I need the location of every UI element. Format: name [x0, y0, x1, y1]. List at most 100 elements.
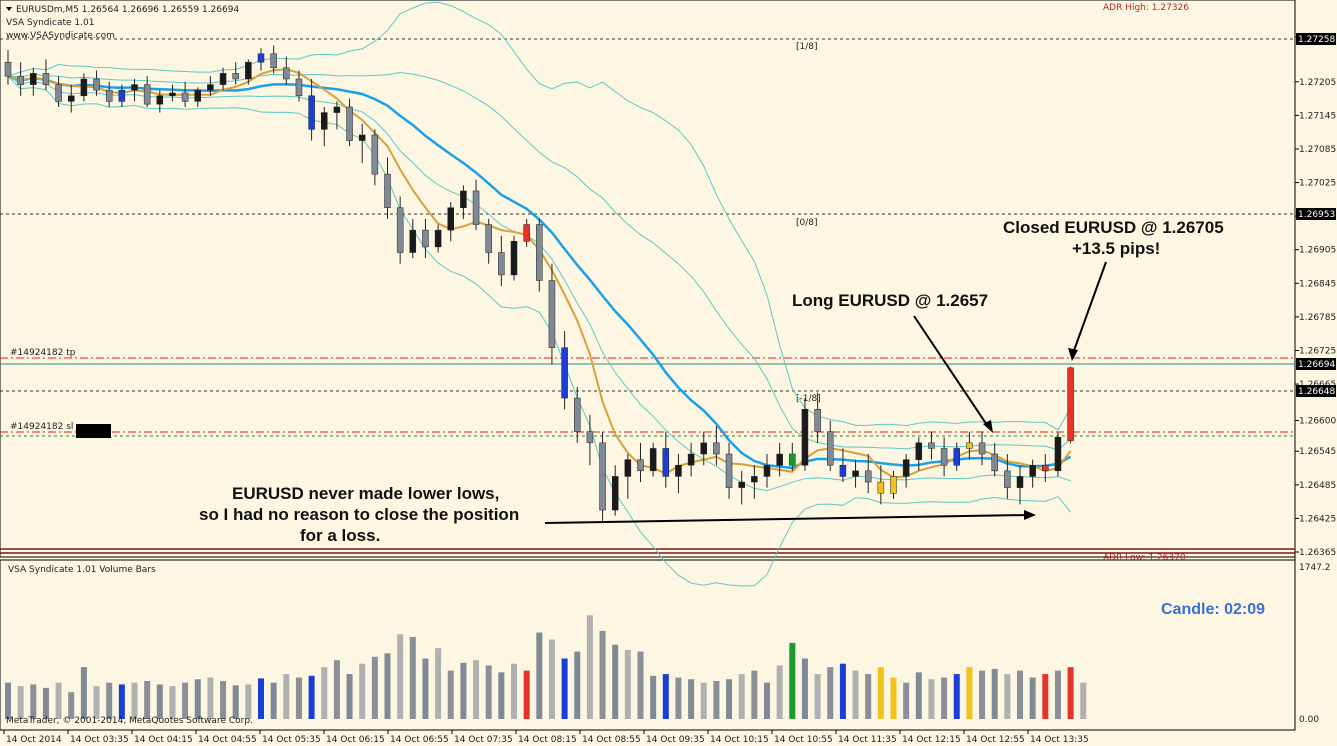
candle-body[interactable]: [485, 224, 492, 253]
volume-bars: [5, 615, 1087, 719]
candle-body[interactable]: [245, 61, 252, 80]
candle-body[interactable]: [725, 453, 733, 488]
candle-body[interactable]: [460, 190, 467, 208]
candle-body[interactable]: [991, 453, 998, 472]
candle-body[interactable]: [751, 476, 758, 483]
candle-body[interactable]: [409, 229, 417, 253]
candle-body[interactable]: [649, 448, 657, 472]
candle-body[interactable]: [131, 84, 138, 91]
candle-body[interactable]: [422, 229, 429, 248]
candle-body[interactable]: [789, 453, 796, 466]
candle-body[interactable]: [219, 73, 227, 85]
candle-body[interactable]: [548, 280, 556, 348]
volume-bar: [523, 670, 530, 719]
candle-body[interactable]: [1016, 476, 1024, 488]
candle-body[interactable]: [966, 442, 973, 449]
candle-body[interactable]: [156, 95, 164, 105]
candle-body[interactable]: [498, 252, 505, 276]
candle-body[interactable]: [801, 409, 809, 466]
candle-body[interactable]: [978, 442, 986, 455]
candle-body[interactable]: [561, 347, 568, 399]
candle-body[interactable]: [105, 89, 113, 102]
volume-bar: [852, 670, 859, 719]
volume-bar: [903, 682, 910, 719]
take-profit-label: #14924182 tp: [10, 348, 76, 358]
candle-body[interactable]: [624, 459, 632, 477]
candle-body[interactable]: [80, 78, 88, 97]
candle-body[interactable]: [169, 92, 176, 97]
candle-body[interactable]: [55, 84, 62, 102]
dropdown-arrow-icon[interactable]: [6, 7, 12, 11]
candle-body[interactable]: [510, 241, 518, 276]
candle-body[interactable]: [523, 224, 530, 242]
chart-header: EURUSDm,M5 1.26564 1.26696 1.26559 1.266…: [6, 3, 1189, 41]
candle-body[interactable]: [42, 73, 50, 85]
candle-body[interactable]: [295, 78, 303, 97]
candle-body[interactable]: [333, 106, 341, 113]
candle-body[interactable]: [675, 464, 682, 477]
candle-body[interactable]: [270, 53, 277, 69]
candle-body[interactable]: [321, 112, 328, 130]
candle-body[interactable]: [1029, 464, 1036, 477]
candlesticks[interactable]: [4, 45, 1074, 522]
candle-body[interactable]: [30, 73, 37, 85]
price-label: 1.27205: [1299, 78, 1336, 88]
candle-body[interactable]: [346, 106, 353, 141]
candle-body[interactable]: [68, 95, 75, 102]
candle-body[interactable]: [928, 442, 935, 449]
candle-body[interactable]: [434, 229, 442, 248]
candle-body[interactable]: [852, 470, 859, 477]
indicator-site: www.VSASyndicate.com: [6, 31, 115, 41]
candle-body[interactable]: [662, 448, 670, 477]
candle-body[interactable]: [118, 89, 126, 102]
candle-body[interactable]: [763, 464, 771, 477]
candle-body[interactable]: [890, 476, 897, 494]
candle-body[interactable]: [738, 481, 745, 488]
candle-body[interactable]: [687, 453, 695, 466]
candle-body[interactable]: [953, 448, 960, 466]
candle-body[interactable]: [599, 442, 606, 511]
candle-body[interactable]: [207, 84, 214, 91]
candle-body[interactable]: [257, 53, 265, 63]
candle-body[interactable]: [181, 92, 189, 102]
candle-body[interactable]: [396, 207, 404, 253]
candle-body[interactable]: [1054, 436, 1062, 472]
candle-body[interactable]: [902, 459, 910, 477]
candle-body[interactable]: [864, 470, 872, 483]
candle-body[interactable]: [574, 397, 581, 432]
candle-body[interactable]: [232, 73, 239, 80]
candle-body[interactable]: [371, 134, 379, 175]
candle-body[interactable]: [940, 448, 948, 466]
volume-panel[interactable]: [0, 559, 1296, 731]
volume-bar: [624, 649, 631, 719]
candle-body[interactable]: [713, 442, 720, 455]
candle-body[interactable]: [358, 134, 366, 141]
candle-body[interactable]: [877, 481, 885, 494]
candle-body[interactable]: [1067, 367, 1074, 441]
candle-body[interactable]: [827, 431, 834, 466]
candle-body[interactable]: [447, 207, 454, 231]
candle-body[interactable]: [536, 224, 543, 281]
candle-body[interactable]: [1004, 470, 1011, 488]
candle-body[interactable]: [839, 464, 847, 477]
candle-body[interactable]: [17, 75, 24, 85]
candle-body[interactable]: [700, 442, 707, 455]
candle-body[interactable]: [776, 453, 783, 466]
candle-body[interactable]: [283, 67, 290, 80]
candle-body[interactable]: [814, 409, 821, 432]
candle-body[interactable]: [384, 173, 391, 208]
candle-body[interactable]: [472, 190, 480, 225]
candle-body[interactable]: [194, 89, 201, 102]
candle-body[interactable]: [143, 84, 151, 105]
time-label: 14 Oct 2014: [6, 735, 62, 745]
candle-body[interactable]: [637, 459, 644, 472]
candle-body[interactable]: [1042, 464, 1049, 472]
candle-body[interactable]: [93, 78, 100, 91]
candle-body[interactable]: [915, 442, 923, 460]
candle-body[interactable]: [4, 61, 12, 77]
candle-body[interactable]: [586, 431, 594, 444]
order-marker[interactable]: [76, 424, 111, 438]
candle-body[interactable]: [308, 95, 315, 130]
candle-body[interactable]: [611, 476, 619, 511]
